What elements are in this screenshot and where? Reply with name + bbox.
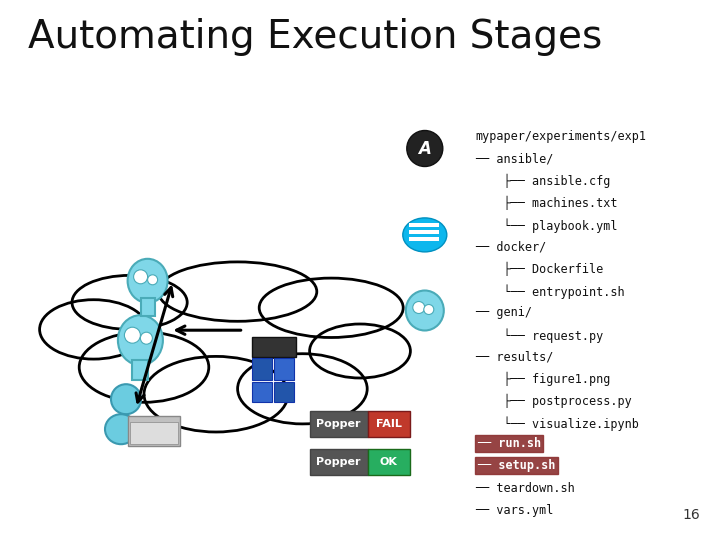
- Ellipse shape: [40, 300, 148, 359]
- Ellipse shape: [127, 259, 168, 303]
- Circle shape: [134, 270, 148, 284]
- FancyBboxPatch shape: [368, 449, 410, 475]
- FancyBboxPatch shape: [409, 230, 438, 234]
- Ellipse shape: [72, 275, 187, 329]
- Text: ├── machines.txt: ├── machines.txt: [475, 196, 618, 210]
- Text: FAIL: FAIL: [376, 420, 402, 429]
- Text: ── ansible/: ── ansible/: [475, 152, 554, 165]
- Text: Automating Execution Stages: Automating Execution Stages: [28, 18, 602, 56]
- Circle shape: [140, 332, 153, 344]
- Text: ── vars.yml: ── vars.yml: [475, 504, 554, 517]
- Text: └── playbook.yml: └── playbook.yml: [475, 218, 618, 233]
- FancyBboxPatch shape: [274, 382, 294, 402]
- FancyBboxPatch shape: [132, 360, 148, 380]
- Text: 16: 16: [683, 508, 700, 522]
- Ellipse shape: [79, 332, 209, 402]
- FancyBboxPatch shape: [251, 337, 296, 357]
- Text: ── docker/: ── docker/: [475, 240, 546, 253]
- Text: └── request.py: └── request.py: [475, 328, 603, 342]
- Ellipse shape: [118, 315, 163, 365]
- Text: └── entrypoint.sh: └── entrypoint.sh: [475, 284, 625, 299]
- FancyBboxPatch shape: [409, 223, 438, 227]
- FancyBboxPatch shape: [310, 411, 368, 437]
- Text: ├── ansible.cfg: ├── ansible.cfg: [475, 174, 611, 188]
- Ellipse shape: [105, 414, 137, 444]
- Text: ── results/: ── results/: [475, 350, 554, 363]
- Text: A: A: [418, 139, 431, 158]
- Circle shape: [424, 305, 433, 314]
- Ellipse shape: [144, 356, 288, 432]
- FancyBboxPatch shape: [409, 237, 438, 241]
- Text: ├── Dockerfile: ├── Dockerfile: [475, 262, 603, 276]
- Ellipse shape: [402, 218, 447, 252]
- FancyBboxPatch shape: [310, 449, 368, 475]
- Text: Popper: Popper: [316, 420, 361, 429]
- Text: ── geni/: ── geni/: [475, 306, 532, 319]
- Circle shape: [413, 301, 425, 314]
- FancyBboxPatch shape: [274, 358, 294, 380]
- Circle shape: [148, 275, 158, 285]
- FancyBboxPatch shape: [140, 298, 155, 316]
- Text: OK: OK: [379, 457, 397, 467]
- Circle shape: [125, 327, 140, 343]
- FancyBboxPatch shape: [130, 422, 178, 444]
- Text: Popper: Popper: [316, 457, 361, 467]
- Text: ── setup.sh: ── setup.sh: [477, 459, 555, 472]
- Text: ├── postprocess.py: ├── postprocess.py: [475, 394, 631, 408]
- Ellipse shape: [310, 324, 410, 378]
- FancyBboxPatch shape: [368, 411, 410, 437]
- FancyBboxPatch shape: [128, 416, 180, 446]
- Text: └── visualize.ipynb: └── visualize.ipynb: [475, 416, 639, 430]
- Circle shape: [407, 131, 443, 166]
- Text: ── run.sh: ── run.sh: [477, 437, 541, 450]
- Ellipse shape: [406, 291, 444, 330]
- Text: ── teardown.sh: ── teardown.sh: [475, 482, 575, 495]
- Text: ├── figure1.png: ├── figure1.png: [475, 372, 611, 386]
- Text: mypaper/experiments/exp1: mypaper/experiments/exp1: [475, 130, 646, 143]
- Ellipse shape: [158, 262, 317, 321]
- Circle shape: [111, 384, 141, 414]
- Ellipse shape: [238, 354, 367, 424]
- FancyBboxPatch shape: [251, 382, 271, 402]
- FancyBboxPatch shape: [251, 358, 271, 380]
- Ellipse shape: [259, 278, 403, 338]
